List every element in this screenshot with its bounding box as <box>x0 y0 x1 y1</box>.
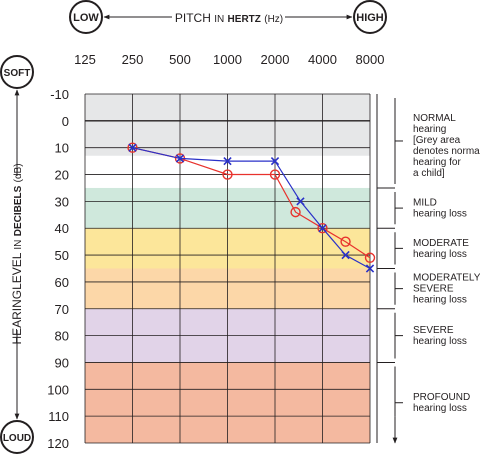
circle-point <box>269 169 281 180</box>
y-tick-label: 120 <box>47 436 69 451</box>
y-tick-label: 70 <box>55 302 69 317</box>
grid-lines <box>84 93 371 444</box>
high-label: HIGH <box>356 12 384 24</box>
y-tick-label: 80 <box>55 329 69 344</box>
series-line-cross <box>132 147 371 270</box>
low-badge <box>69 0 103 34</box>
x-tick-label: 4000 <box>308 52 337 67</box>
audiogram-series <box>127 142 376 273</box>
cross-point <box>270 156 280 166</box>
loud-label: LOUD <box>3 433 31 444</box>
loud-badge <box>0 420 34 454</box>
x-tick-label: 250 <box>122 52 144 67</box>
cross-point <box>365 264 375 273</box>
x-tick-label: 8000 <box>356 52 385 67</box>
y-tick-label: 30 <box>55 194 69 209</box>
x-tick-labels: 125 250 500 1000 2000 4000 8000 <box>74 52 384 67</box>
x-axis-title-in: IN <box>214 14 224 25</box>
x-axis-title-word: PITCH <box>175 11 211 25</box>
y-axis-header: SOFT LOUD HEARINGLEVEL IN DECIBELS (dB) <box>0 55 34 454</box>
y-tick-labels: -10 0 10 20 30 40 50 60 70 80 90 100 110 120 <box>47 87 69 451</box>
y-axis-title-in: IN <box>13 240 24 250</box>
y-tick-label: 20 <box>55 168 69 183</box>
y-tick-label: 40 <box>55 221 69 236</box>
cross-point <box>296 197 305 206</box>
category-label: SEVERE hearing loss <box>413 325 467 347</box>
cross-point <box>175 154 185 163</box>
y-tick-label: 50 <box>55 248 69 263</box>
y-tick-label: 90 <box>55 355 69 370</box>
high-badge <box>353 0 387 34</box>
x-tick-label: 500 <box>169 52 191 67</box>
y-tick-label: -10 <box>50 87 69 102</box>
y-axis-title: HEARINGLEVEL IN DECIBELS (dB) <box>10 163 24 344</box>
category-label: MODERATE hearing loss <box>413 238 469 260</box>
cross-point <box>341 250 350 260</box>
circle-point <box>127 142 138 153</box>
y-tick-label: 100 <box>47 382 69 397</box>
y-axis-title-abbrev: (dB) <box>13 163 24 182</box>
x-tick-label: 1000 <box>213 52 242 67</box>
x-tick-label: 2000 <box>261 52 290 67</box>
y-tick-label: 110 <box>48 409 69 424</box>
category-label: PROFOUND hearing loss <box>413 392 470 414</box>
category-label: NORMAL hearing [Grey area denotes normal hea… <box>413 113 480 179</box>
category-label: MODERATELY SEVERE hearing loss <box>413 273 480 306</box>
cross-point <box>318 224 327 233</box>
y-axis-title-word: HEARINGLEVEL <box>10 252 24 344</box>
y-axis-title-unit: DECIBELS <box>13 185 24 236</box>
y-tick-label: 10 <box>55 141 69 156</box>
circle-point <box>340 236 351 247</box>
y-tick-label: 0 <box>62 114 69 129</box>
hearing-loss-categories: NORMAL hearing [Grey area denotes normal hea… <box>376 94 480 444</box>
category-label: MILD hearing loss <box>413 198 467 220</box>
x-axis-title: PITCH IN HERTZ (Hz) <box>175 11 283 25</box>
low-label: LOW <box>73 12 99 24</box>
x-tick-label: 125 <box>74 52 96 67</box>
soft-badge <box>0 55 34 89</box>
x-axis-title-unit: HERTZ <box>228 14 261 25</box>
x-axis-header: LOW HIGH PITCH IN HERTZ (Hz) <box>69 0 387 34</box>
circle-point <box>364 252 376 263</box>
soft-label: SOFT <box>4 68 31 79</box>
y-tick-label: 60 <box>55 275 69 290</box>
cross-point <box>223 156 232 166</box>
x-axis-title-abbrev: (Hz) <box>264 14 283 25</box>
circle-point <box>222 169 233 180</box>
cross-point <box>128 143 137 152</box>
circle-point <box>317 223 328 234</box>
circle-point <box>290 206 301 218</box>
